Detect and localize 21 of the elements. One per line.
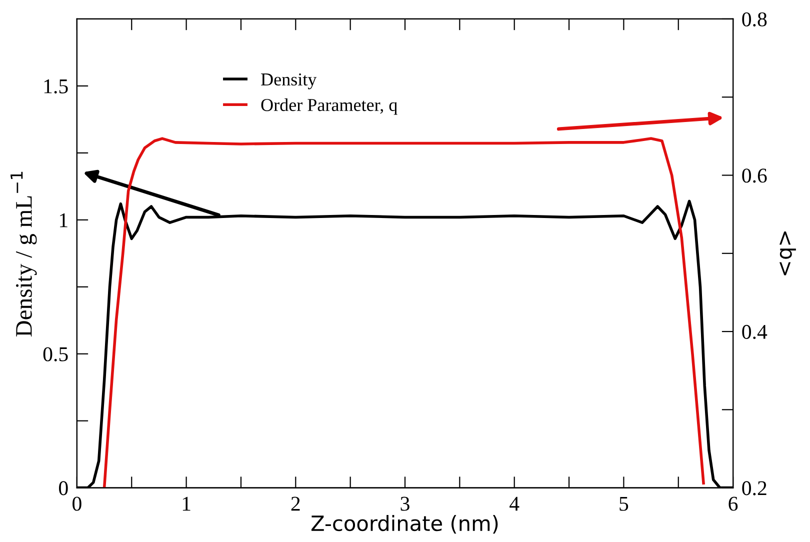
y-axis-title: Density / g mL$^{−1}$ bbox=[10, 172, 37, 337]
y-tick-label: 0 bbox=[58, 481, 68, 496]
y2-tick-label: 0.4 bbox=[742, 324, 768, 340]
legend-label: Order Parameter, q bbox=[261, 98, 398, 115]
y-tick-label: 1.5 bbox=[44, 79, 68, 94]
y2-tick-label: 0.6 bbox=[742, 168, 767, 183]
x-tick-label: 0 bbox=[72, 496, 82, 511]
y2-axis-title: <q> bbox=[779, 232, 796, 276]
x-tick-label: 3 bbox=[400, 496, 410, 511]
line-series bbox=[102, 137, 705, 488]
x-tick-label: 4 bbox=[510, 496, 520, 511]
x-tick-label: 6 bbox=[728, 496, 738, 511]
y-tick-label: 0.5 bbox=[43, 347, 68, 362]
y-tick-label: 1 bbox=[60, 213, 68, 228]
y2-tick-label: 0.8 bbox=[742, 12, 767, 26]
x-axis-title: Z-coordinate (nm) bbox=[311, 515, 498, 534]
x-tick-label: 5 bbox=[620, 496, 628, 511]
x-tick-label: 1 bbox=[182, 496, 190, 511]
x-tick-label: 2 bbox=[291, 496, 300, 511]
y2-tick-label: 0.2 bbox=[742, 481, 766, 496]
legend-label: Density bbox=[261, 73, 317, 90]
